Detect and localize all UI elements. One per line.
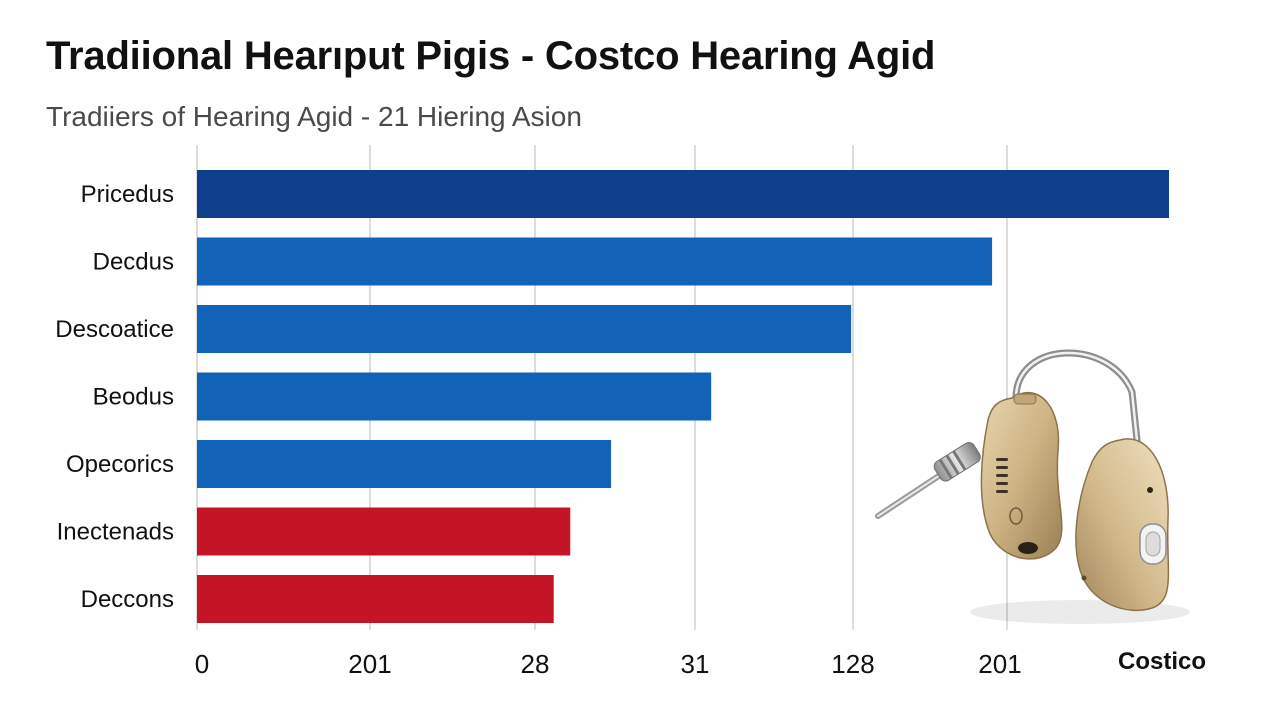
category-label: Pricedus bbox=[81, 181, 174, 208]
bar-pricedus bbox=[197, 170, 1169, 218]
hearing-aid-image bbox=[875, 349, 1190, 624]
x-tick-label: 201 bbox=[348, 649, 391, 679]
x-tick-label: 201 bbox=[978, 649, 1021, 679]
x-tick-label: 31 bbox=[681, 649, 710, 679]
x-tick-label: 128 bbox=[831, 649, 874, 679]
category-label: Beodus bbox=[93, 384, 174, 411]
bar-beodus bbox=[197, 372, 712, 421]
category-label: Opecorics bbox=[66, 451, 174, 478]
x-tick-label: 28 bbox=[521, 649, 550, 679]
chart-title: Tradiional Hearıput Pigis - Costco Heari… bbox=[46, 34, 936, 78]
brand-label: Costico bbox=[1118, 648, 1207, 675]
bar-decdus bbox=[197, 237, 993, 286]
category-label: Descoatice bbox=[55, 316, 174, 343]
category-label: Inectenads bbox=[57, 519, 174, 546]
category-label: Deccons bbox=[81, 586, 174, 613]
x-tick-label: 0 bbox=[195, 649, 209, 679]
category-label: Decdus bbox=[93, 249, 174, 276]
bar-opecorics bbox=[197, 440, 612, 488]
bar-deccons bbox=[197, 575, 554, 623]
bar-inectenads bbox=[197, 507, 571, 556]
bar-descoatice bbox=[197, 305, 852, 353]
chart-subtitle: Tradiiers of Hearing Agid - 21 Hiering A… bbox=[46, 101, 582, 132]
